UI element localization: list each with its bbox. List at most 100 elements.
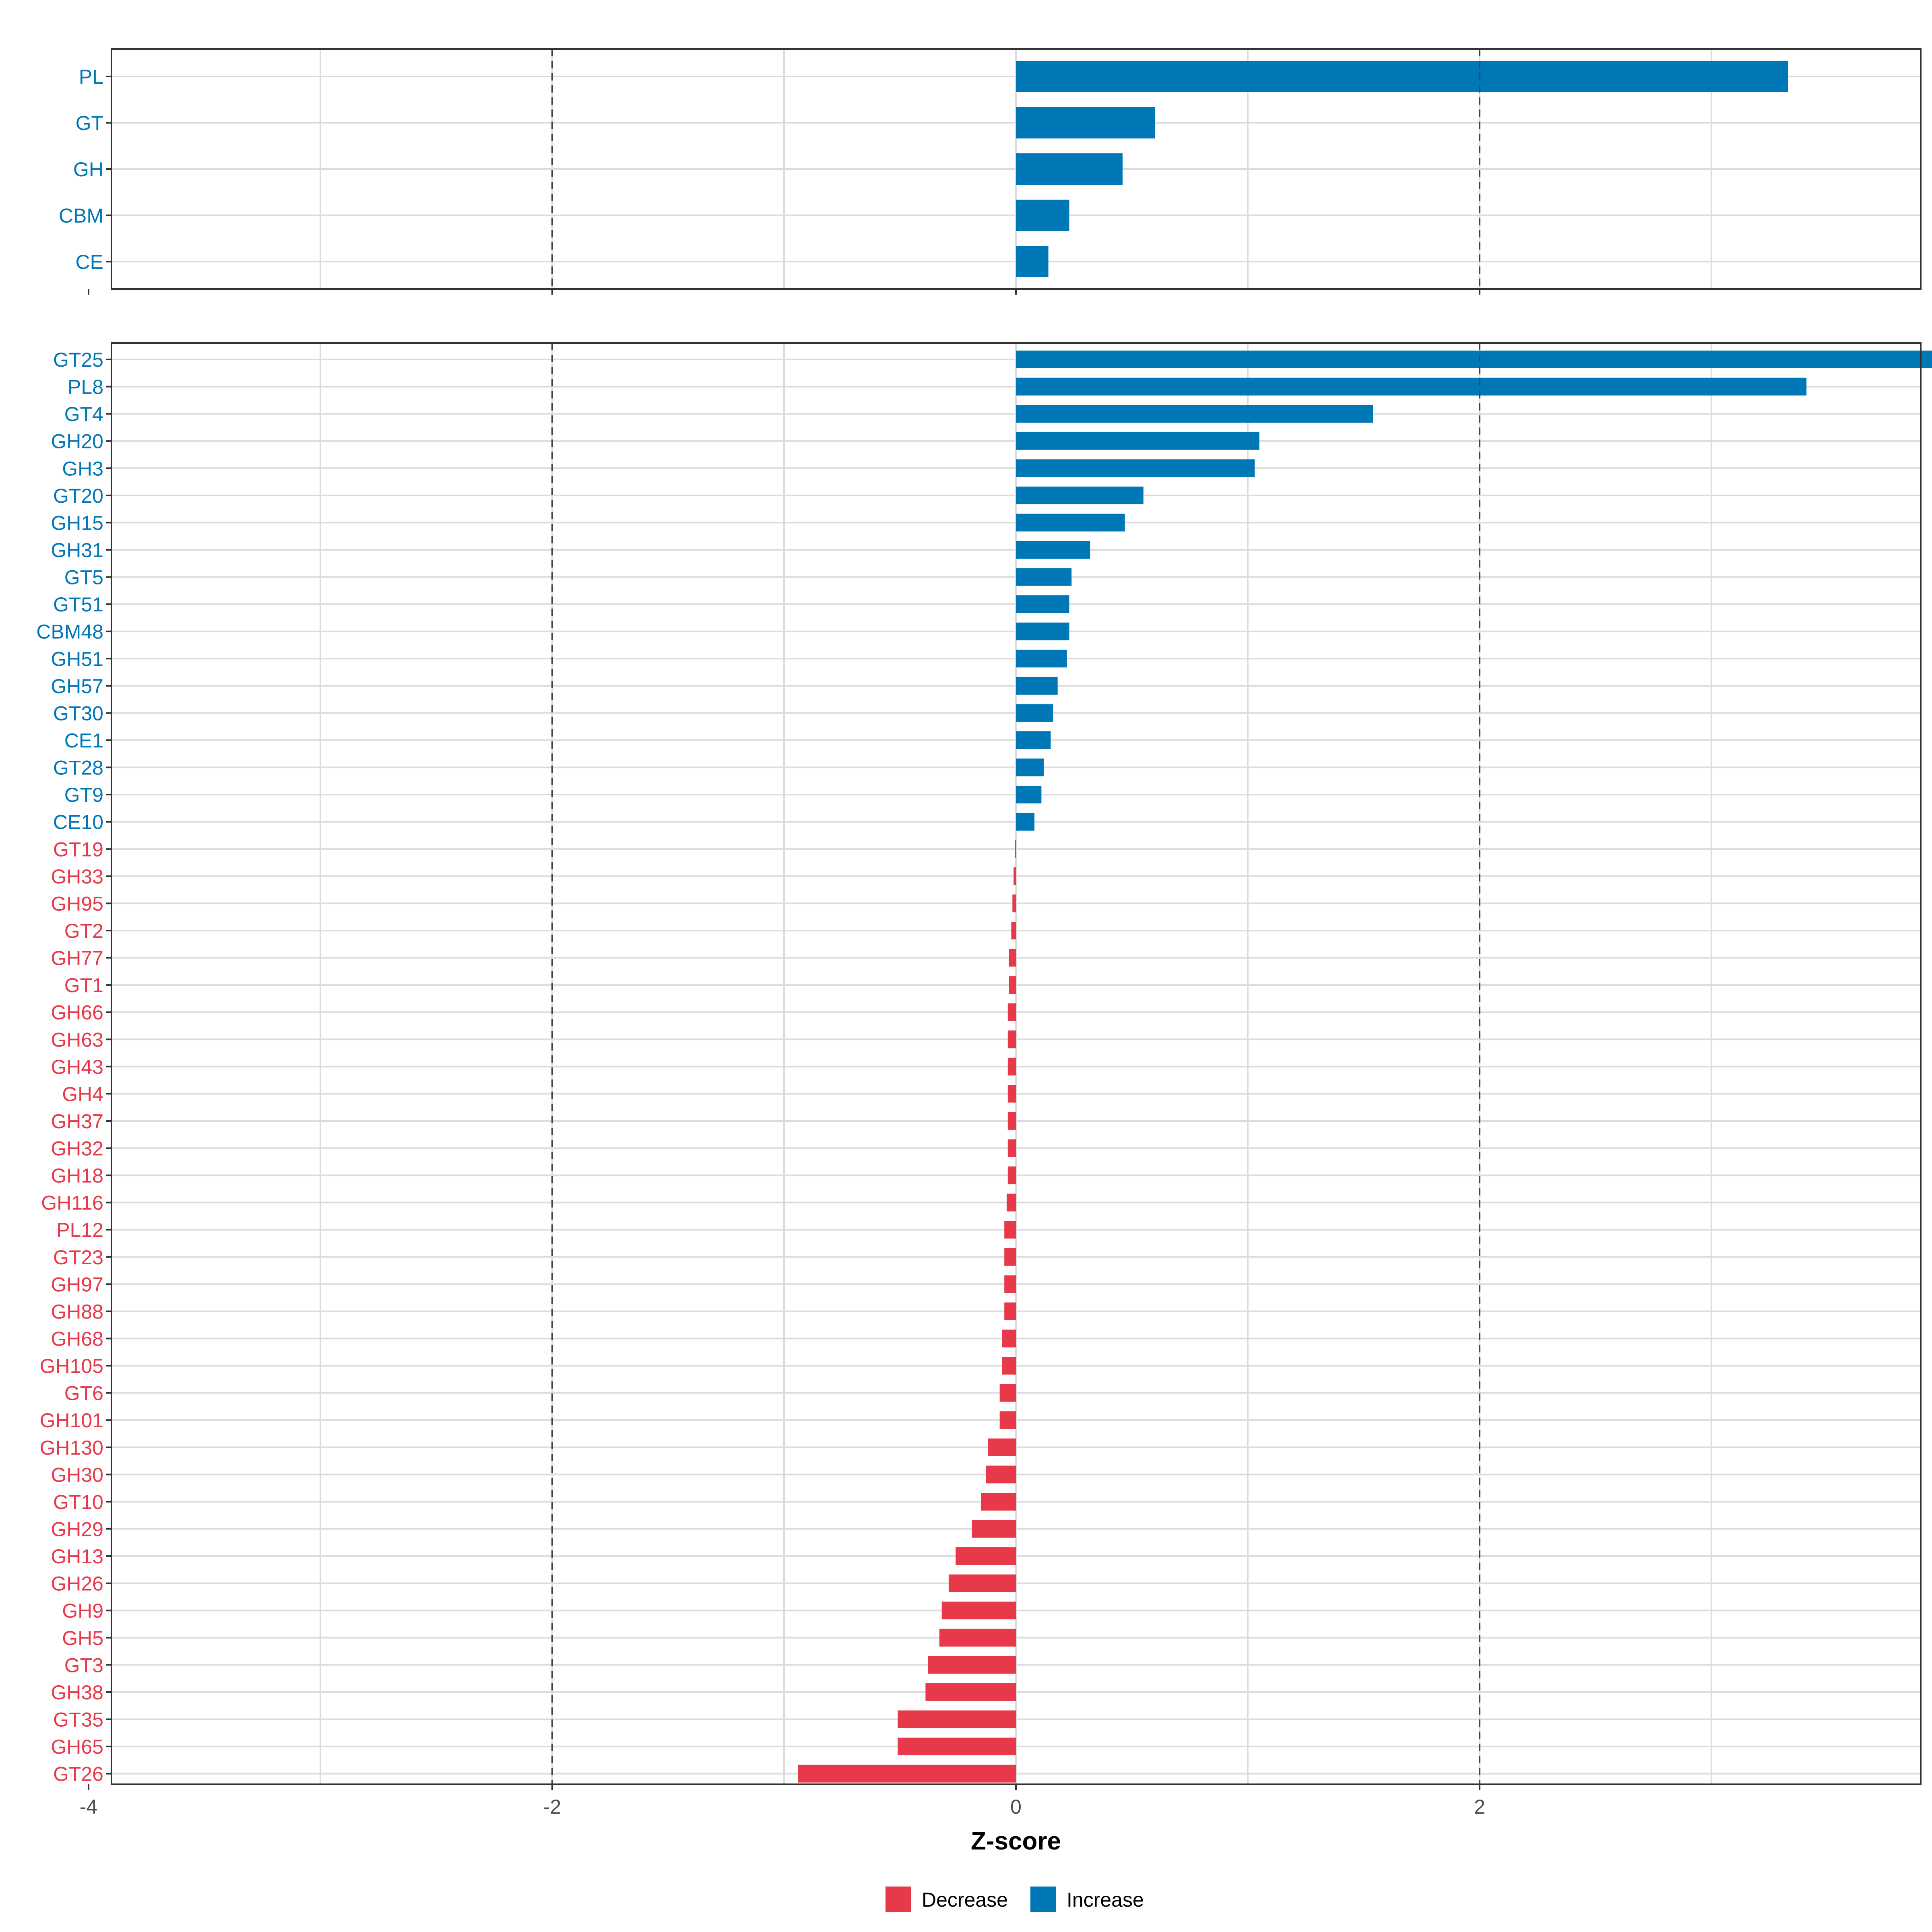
bar-gh20 bbox=[1016, 432, 1259, 450]
bar-gh13 bbox=[956, 1547, 1016, 1565]
bar-gh43 bbox=[1007, 1057, 1016, 1075]
category-label-gh38: GH38 bbox=[51, 1681, 103, 1704]
bar-pl12 bbox=[1004, 1221, 1016, 1239]
category-label-gh30: GH30 bbox=[51, 1463, 103, 1486]
bar-gt19 bbox=[1015, 840, 1016, 858]
bar-gh32 bbox=[1007, 1139, 1016, 1157]
bar-gh33 bbox=[1013, 867, 1016, 885]
bar-gh3 bbox=[1016, 459, 1255, 477]
category-label-gh77: GH77 bbox=[51, 947, 103, 970]
category-label-gt28: GT28 bbox=[53, 757, 103, 779]
category-label-gh37: GH37 bbox=[51, 1110, 103, 1133]
category-label-gh68: GH68 bbox=[51, 1328, 103, 1350]
category-label-cbm48: CBM48 bbox=[36, 621, 103, 643]
category-label-ce10: CE10 bbox=[53, 811, 103, 834]
bar-gh65 bbox=[898, 1738, 1016, 1756]
bar-gh9 bbox=[941, 1602, 1016, 1620]
category-label-gt20: GT20 bbox=[53, 485, 103, 507]
legend-swatch-decrease bbox=[886, 1887, 911, 1912]
category-label-gh105: GH105 bbox=[40, 1355, 103, 1377]
bar-cbm48 bbox=[1016, 622, 1069, 640]
category-label-gh4: GH4 bbox=[62, 1083, 103, 1105]
category-label-gh32: GH32 bbox=[51, 1137, 103, 1160]
category-label-ce: CE bbox=[76, 251, 103, 273]
category-label-gh88: GH88 bbox=[51, 1300, 103, 1323]
bar-gt25 bbox=[1016, 351, 1932, 368]
category-label-gh: GH bbox=[73, 158, 103, 181]
bar-gt30 bbox=[1016, 704, 1053, 722]
category-label-gh63: GH63 bbox=[51, 1028, 103, 1051]
bar-ce bbox=[1016, 246, 1049, 277]
bar-gh51 bbox=[1016, 650, 1067, 668]
bar-gh15 bbox=[1016, 514, 1125, 532]
bar-gh63 bbox=[1007, 1030, 1016, 1049]
legend-label-increase: Increase bbox=[1067, 1889, 1144, 1911]
bar-gh57 bbox=[1016, 677, 1058, 695]
bar-gh bbox=[1016, 153, 1123, 185]
bar-gh77 bbox=[1009, 949, 1016, 967]
category-label-gt35: GT35 bbox=[53, 1709, 103, 1731]
bar-gh4 bbox=[1007, 1085, 1016, 1103]
category-label-gh29: GH29 bbox=[51, 1518, 103, 1541]
bar-gh26 bbox=[948, 1574, 1016, 1592]
bar-ce1 bbox=[1016, 731, 1051, 749]
category-label-gh3: GH3 bbox=[62, 457, 103, 480]
bar-gh88 bbox=[1004, 1302, 1016, 1320]
bar-gt6 bbox=[999, 1384, 1016, 1402]
panel-border bbox=[111, 342, 1922, 1785]
category-label-gh66: GH66 bbox=[51, 1001, 103, 1024]
bar-gh116 bbox=[1006, 1193, 1016, 1212]
bar-gt bbox=[1016, 107, 1155, 138]
category-label-gh101: GH101 bbox=[40, 1409, 103, 1432]
category-label-cbm: CBM bbox=[59, 204, 103, 227]
top-panel: PL GT GH CBM CE bbox=[59, 48, 1922, 295]
category-label-gt10: GT10 bbox=[53, 1491, 103, 1513]
category-label-gt19: GT19 bbox=[53, 838, 103, 861]
category-label-gt4: GT4 bbox=[64, 403, 103, 425]
bar-gh38 bbox=[925, 1683, 1016, 1701]
category-label-gh130: GH130 bbox=[40, 1437, 103, 1459]
x-axis-title: Z-score bbox=[971, 1827, 1061, 1855]
category-label-pl: PL bbox=[79, 66, 103, 88]
bar-ce10 bbox=[1016, 813, 1035, 831]
category-label-gt26: GT26 bbox=[53, 1763, 103, 1785]
bar-gh130 bbox=[988, 1438, 1016, 1456]
category-label-gt51: GT51 bbox=[53, 593, 103, 616]
bar-gt3 bbox=[928, 1656, 1016, 1674]
category-label-gh18: GH18 bbox=[51, 1164, 103, 1187]
category-label-gt5: GT5 bbox=[64, 566, 103, 589]
x-axis: -6-4-20246 bbox=[80, 1796, 1485, 1818]
x-tick-label: 2 bbox=[1474, 1796, 1485, 1818]
category-label-gh65: GH65 bbox=[51, 1736, 103, 1758]
bar-gt2 bbox=[1011, 921, 1016, 939]
bar-gt23 bbox=[1004, 1248, 1016, 1266]
category-label-gt2: GT2 bbox=[64, 920, 103, 942]
bar-pl8 bbox=[1016, 378, 1807, 396]
bar-gh18 bbox=[1007, 1166, 1016, 1185]
bar-gh66 bbox=[1007, 1003, 1016, 1021]
category-label-gh51: GH51 bbox=[51, 648, 103, 670]
bar-pl bbox=[1016, 61, 1788, 92]
x-tick-label: -4 bbox=[80, 1796, 97, 1818]
bar-gh29 bbox=[972, 1520, 1016, 1538]
bar-gh95 bbox=[1012, 894, 1016, 912]
bar-gh105 bbox=[1002, 1357, 1016, 1375]
category-label-gh9: GH9 bbox=[62, 1600, 103, 1622]
category-label-gt: GT bbox=[76, 112, 103, 134]
category-label-gh15: GH15 bbox=[51, 512, 103, 534]
bar-gt20 bbox=[1016, 486, 1144, 504]
category-label-pl12: PL12 bbox=[56, 1219, 103, 1241]
category-label-gt25: GT25 bbox=[53, 349, 103, 371]
bar-gh68 bbox=[1002, 1329, 1016, 1348]
category-label-gh5: GH5 bbox=[62, 1627, 103, 1649]
category-label-gh57: GH57 bbox=[51, 675, 103, 698]
legend-label-decrease: Decrease bbox=[922, 1889, 1008, 1911]
category-label-gh116: GH116 bbox=[41, 1192, 103, 1214]
category-label-pl8: PL8 bbox=[68, 376, 103, 398]
category-label-gt23: GT23 bbox=[53, 1246, 103, 1269]
panel-border bbox=[111, 48, 1922, 290]
category-label-gh43: GH43 bbox=[51, 1056, 103, 1078]
category-label-gh95: GH95 bbox=[51, 892, 103, 915]
category-label-gh26: GH26 bbox=[51, 1573, 103, 1595]
